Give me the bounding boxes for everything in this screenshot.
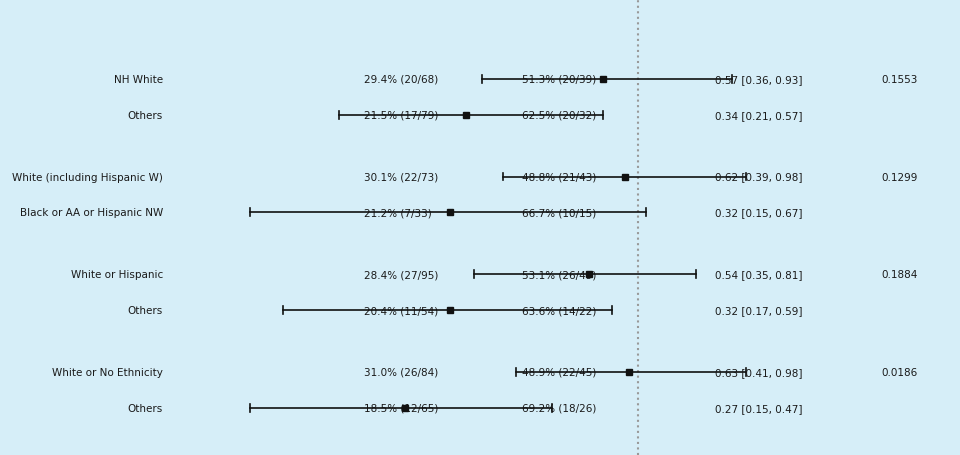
Text: 66.7% (10/15): 66.7% (10/15)	[522, 208, 596, 218]
Text: 0.0186: 0.0186	[881, 367, 918, 377]
Text: 0.1299: 0.1299	[881, 172, 918, 182]
Text: 21.2% (7/33): 21.2% (7/33)	[364, 208, 432, 218]
Text: 62.5% (20/32): 62.5% (20/32)	[522, 111, 596, 121]
Text: 0.32 [0.15, 0.67]: 0.32 [0.15, 0.67]	[714, 208, 803, 218]
Text: 63.6% (14/22): 63.6% (14/22)	[522, 305, 596, 315]
Text: 0.54 [0.35, 0.81]: 0.54 [0.35, 0.81]	[714, 270, 803, 280]
Text: 28.4% (27/95): 28.4% (27/95)	[364, 270, 439, 280]
Text: 29.4% (20/68): 29.4% (20/68)	[364, 75, 439, 85]
Text: 0.62 [0.39, 0.98]: 0.62 [0.39, 0.98]	[714, 172, 803, 182]
Text: 48.9% (22/45): 48.9% (22/45)	[522, 367, 596, 377]
Text: 30.1% (22/73): 30.1% (22/73)	[364, 172, 439, 182]
Text: White or No Ethnicity: White or No Ethnicity	[52, 367, 163, 377]
Text: 53.1% (26/49): 53.1% (26/49)	[522, 270, 596, 280]
Text: 0.63 [0.41, 0.98]: 0.63 [0.41, 0.98]	[714, 367, 803, 377]
Text: 69.2% (18/26): 69.2% (18/26)	[522, 403, 596, 413]
Text: 0.1553: 0.1553	[881, 75, 918, 85]
Text: NH White: NH White	[113, 75, 163, 85]
Text: White (including Hispanic W): White (including Hispanic W)	[12, 172, 163, 182]
Text: 31.0% (26/84): 31.0% (26/84)	[364, 367, 439, 377]
Text: White or Hispanic: White or Hispanic	[70, 270, 163, 280]
Text: Others: Others	[128, 305, 163, 315]
Text: Others: Others	[128, 111, 163, 121]
Text: Black or AA or Hispanic NW: Black or AA or Hispanic NW	[19, 208, 163, 218]
Text: 18.5% (12/65): 18.5% (12/65)	[364, 403, 439, 413]
Text: 48.8% (21/43): 48.8% (21/43)	[522, 172, 596, 182]
Text: Others: Others	[128, 403, 163, 413]
Text: 0.27 [0.15, 0.47]: 0.27 [0.15, 0.47]	[714, 403, 803, 413]
Text: 0.1884: 0.1884	[881, 270, 918, 280]
Text: 21.5% (17/79): 21.5% (17/79)	[364, 111, 439, 121]
Text: 0.57 [0.36, 0.93]: 0.57 [0.36, 0.93]	[714, 75, 803, 85]
Text: 0.34 [0.21, 0.57]: 0.34 [0.21, 0.57]	[714, 111, 803, 121]
Text: 0.32 [0.17, 0.59]: 0.32 [0.17, 0.59]	[714, 305, 803, 315]
Text: 20.4% (11/54): 20.4% (11/54)	[364, 305, 439, 315]
Text: 51.3% (20/39): 51.3% (20/39)	[522, 75, 596, 85]
